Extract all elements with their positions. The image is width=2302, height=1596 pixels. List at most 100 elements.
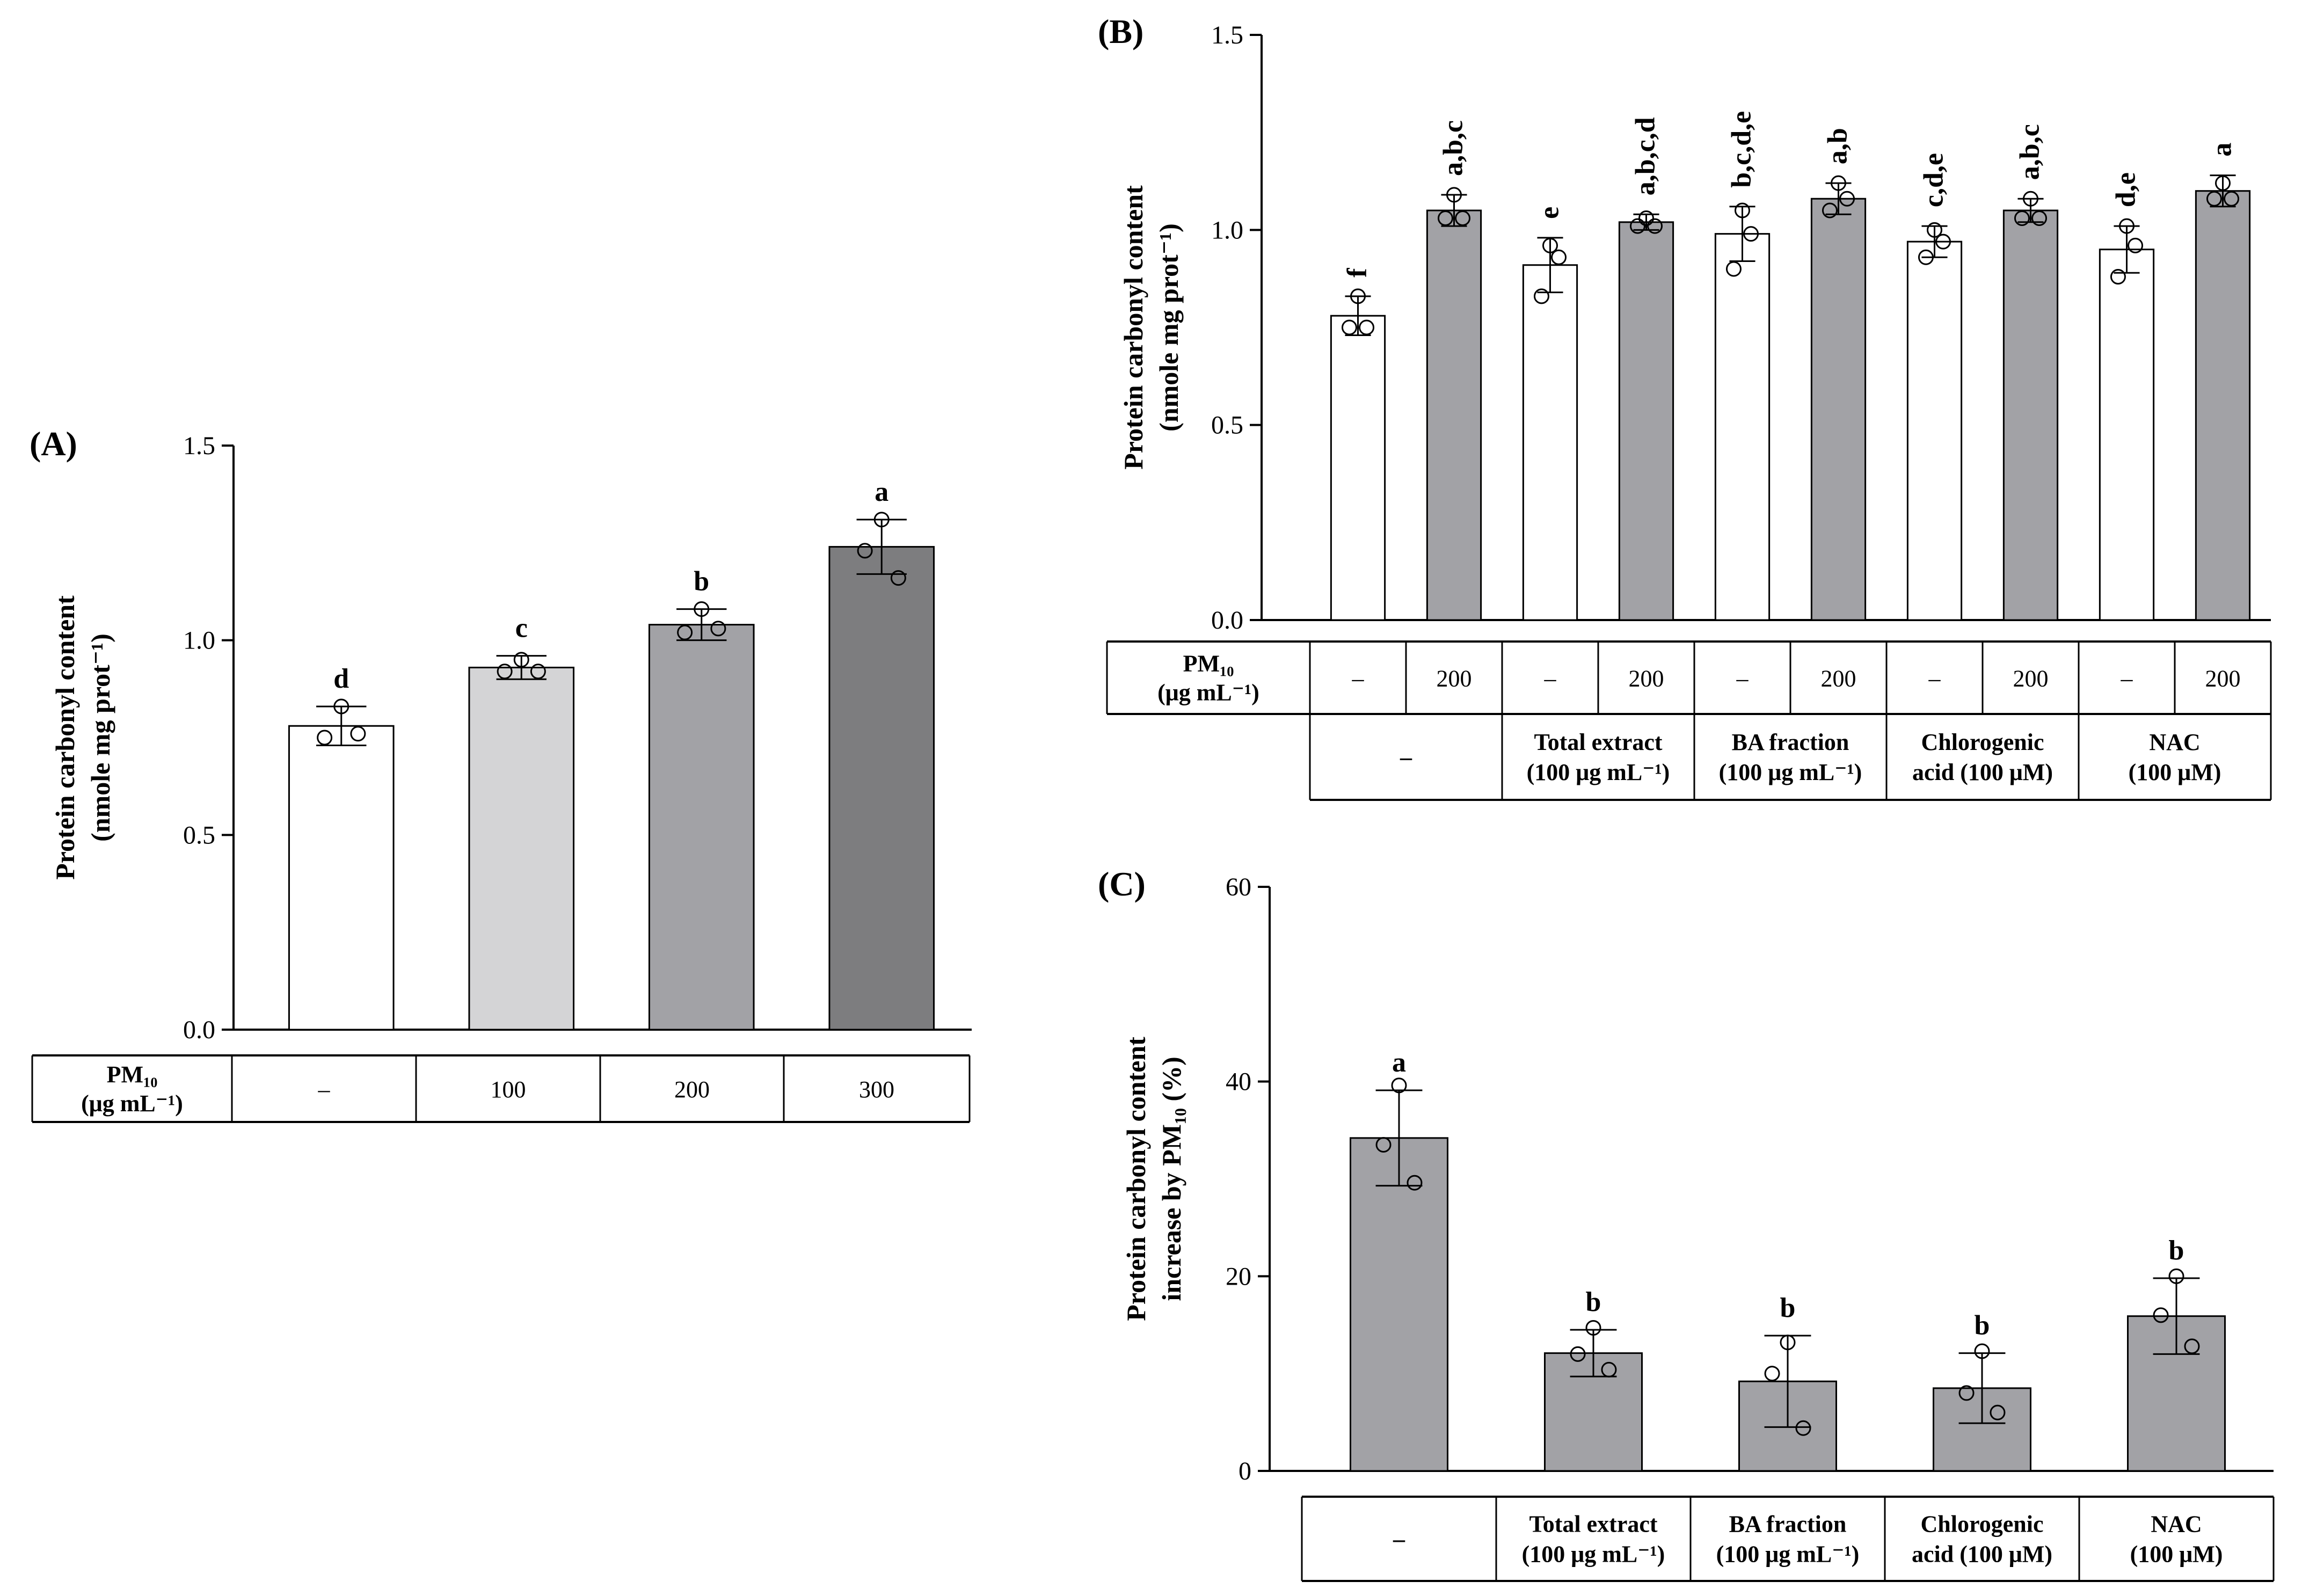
data-point [1831, 175, 1846, 191]
data-point [677, 624, 693, 640]
pm-row-header-line-0: PM₁₀ [107, 1061, 158, 1088]
panel-b-chart: 0.0 0.5 1.0 1.5 Protein carbonyl content (nmo… [1098, 12, 2272, 801]
treatment-cell-line-1: acid (100 μM) [1912, 759, 2053, 785]
bar [468, 666, 575, 1031]
y-tick-label: 40 [1226, 1068, 1251, 1096]
y-axis-title-line-0: Protein carbonyl content [1118, 185, 1148, 470]
data-point [1446, 187, 1462, 203]
treatment-cell-line-1: (100 μM) [2130, 1541, 2223, 1568]
data-point [1935, 234, 1951, 250]
y-axis-title: Protein carbonyl content (nmole mg prot⁻¹… [1118, 185, 1184, 470]
panel-a-chart: 0.0 0.5 1.0 1.5 Protein carbonyl content (nmo… [30, 425, 972, 1123]
pm-dose-cell: 200 [1821, 666, 1856, 692]
pm-dose-cell: – [1544, 666, 1557, 692]
data-point [1570, 1346, 1586, 1362]
pm-dose-cell: – [1352, 666, 1365, 692]
significance-label: e [1534, 207, 1565, 219]
y-axis-title: Protein carbonyl content increase by PM₁₀… [1121, 1037, 1186, 1321]
y-tick-label: 0.0 [1211, 606, 1243, 635]
pm-dose-cell: 200 [1437, 666, 1472, 692]
treatment-cell-line-0: BA fraction [1732, 729, 1849, 755]
data-point [2014, 210, 2030, 227]
bar [1330, 315, 1386, 621]
y-axis-title-line-1: (nmole mg prot⁻¹) [1154, 223, 1184, 432]
pm-dose-cell: 200 [674, 1076, 710, 1103]
significance-label: a [1392, 1047, 1406, 1078]
pm-dose-cell: 200 [2205, 666, 2241, 692]
data-point [1735, 202, 1750, 218]
pm-dose-cell: – [2121, 666, 2133, 692]
panel-c-chart: 0 20 40 60 Protein carbonyl content increase … [1098, 865, 2275, 1582]
data-point [873, 512, 890, 528]
data-point [2119, 218, 2135, 234]
y-axis-title-line-1: (nmole mg prot⁻¹) [85, 633, 115, 842]
data-point [497, 664, 513, 680]
data-point [1743, 226, 1759, 242]
data-point [1764, 1366, 1780, 1382]
treatment-cell-line-1: (100 μg mL⁻¹) [1527, 759, 1670, 785]
treatment-cell-line-1: (100 μg mL⁻¹) [1522, 1541, 1665, 1568]
significance-label: d [333, 664, 349, 694]
bar [1350, 1137, 1448, 1472]
data-point [1795, 1420, 1811, 1436]
data-point [1391, 1077, 1407, 1094]
y-tick-label: 1.0 [1211, 216, 1243, 244]
significance-label: a,b,c [1438, 120, 1469, 176]
treatment-cell-line-1: (100 μM) [2129, 759, 2221, 785]
data-point [2031, 210, 2048, 227]
data-point [1585, 1320, 1601, 1336]
bar [648, 624, 755, 1031]
data-point [530, 664, 546, 680]
data-point [1725, 261, 1742, 277]
data-point [2184, 1338, 2200, 1354]
data-point [2153, 1307, 2169, 1323]
data-point [1407, 1175, 1423, 1191]
treatment-cell-line-0: Total extract [1534, 729, 1662, 755]
data-point [2128, 237, 2144, 253]
pm-row-header-line-1: (μg mL⁻¹) [1157, 680, 1259, 706]
data-point [1927, 222, 1942, 238]
treatment-cell-line-1: acid (100 μM) [1912, 1541, 2052, 1568]
y-tick-label: 1.0 [183, 626, 215, 655]
significance-label: a,b,c [2015, 124, 2045, 180]
pm-dose-cell: 300 [859, 1076, 894, 1103]
treatment-cell-line-1: (100 μg mL⁻¹) [1719, 759, 1862, 785]
bar [1522, 264, 1578, 621]
panel-label: (C) [1098, 865, 1146, 903]
data-point [1990, 1404, 2006, 1420]
pm-dose-cell: 100 [491, 1076, 526, 1103]
y-tick-label: 1.5 [183, 432, 215, 460]
pm-dose-cell: – [1736, 666, 1749, 692]
y-axis-title: Protein carbonyl content (nmole mg prot⁻¹… [50, 595, 115, 880]
bar [1426, 209, 1482, 621]
y-tick-label: 0.5 [183, 821, 215, 849]
data-point [2206, 191, 2222, 207]
data-point [1455, 210, 1471, 227]
pm-row-header-line-0: PM₁₀ [1183, 651, 1234, 677]
treatment-cell-line-0: NAC [2151, 1511, 2202, 1537]
significance-label: d,e [2111, 172, 2141, 207]
data-point [1638, 210, 1654, 227]
y-axis-title-line-1: increase by PM₁₀ (%) [1156, 1056, 1186, 1301]
data-point [1839, 191, 1855, 207]
data-point [1601, 1361, 1617, 1378]
y-tick-label: 0.5 [1211, 411, 1243, 440]
data-point [1918, 249, 1934, 265]
significance-label: b,c,d,e [1726, 111, 1757, 188]
data-point [2168, 1268, 2184, 1284]
data-point [2224, 191, 2240, 207]
significance-label: b [1975, 1310, 1990, 1341]
data-point [1437, 210, 1453, 227]
y-axis-title-line-0: Protein carbonyl content [50, 595, 80, 880]
bar [2002, 209, 2059, 621]
data-point [710, 621, 726, 637]
data-point [1647, 218, 1663, 234]
significance-label: b [1586, 1287, 1601, 1317]
bar [288, 725, 395, 1031]
significance-label: f [1342, 268, 1373, 278]
data-point [890, 570, 906, 586]
treatment-cell-line-0: – [1400, 744, 1412, 770]
data-point [694, 601, 710, 617]
data-point [1533, 288, 1549, 304]
data-point [1551, 249, 1567, 265]
